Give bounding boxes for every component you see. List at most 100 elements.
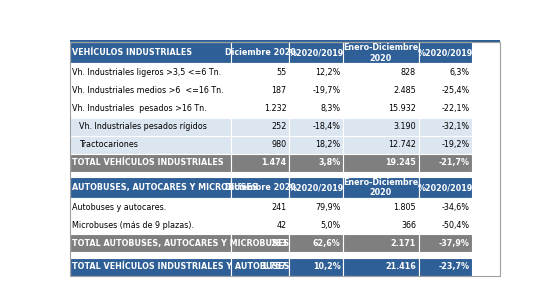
Text: -25,4%: -25,4% [441,86,470,95]
Bar [289,136,343,154]
Text: AUTOBUSES, AUTOCARES Y MICROBUSES: AUTOBUSES, AUTOCARES Y MICROBUSES [72,183,258,192]
Text: -19,2%: -19,2% [441,140,470,149]
Bar [70,258,231,276]
Bar [343,100,419,118]
Text: 8,3%: 8,3% [320,104,340,113]
Text: 12.742: 12.742 [388,140,416,149]
Bar [70,42,231,63]
Text: Microbuses (más de 9 plazas).: Microbuses (más de 9 plazas). [72,221,194,230]
Text: Vh. Industriales pesados rígidos: Vh. Industriales pesados rígidos [79,122,207,131]
Text: 1.232: 1.232 [264,104,287,113]
Bar [70,82,231,100]
Bar [231,258,289,276]
Text: 980: 980 [271,140,287,149]
Bar [419,82,473,100]
Text: 62,6%: 62,6% [313,239,340,248]
Text: 1.757: 1.757 [261,262,287,271]
Text: 2.171: 2.171 [391,239,416,248]
Bar [289,100,343,118]
Text: Vh. Industriales  pesados >16 Tn.: Vh. Industriales pesados >16 Tn. [72,104,207,113]
Text: 241: 241 [271,203,287,212]
Bar [343,118,419,136]
Bar [70,234,231,252]
Bar [419,177,473,198]
Text: 283: 283 [270,239,287,248]
Bar [231,177,289,198]
Text: -19,7%: -19,7% [312,86,340,95]
Text: Vh. Industriales ligeros >3,5 <=6 Tn.: Vh. Industriales ligeros >3,5 <=6 Tn. [72,68,221,77]
Bar [419,154,473,172]
Text: 15.932: 15.932 [388,104,416,113]
Text: Diciembre 2020: Diciembre 2020 [225,48,296,57]
Bar [419,136,473,154]
Bar [343,136,419,154]
Bar [70,63,231,82]
Text: 55: 55 [276,68,287,77]
Bar [419,216,473,234]
Text: 18,2%: 18,2% [315,140,340,149]
Bar [231,234,289,252]
Text: 6,3%: 6,3% [450,68,470,77]
Bar [289,118,343,136]
Text: 21.416: 21.416 [385,262,416,271]
Bar [419,42,473,63]
Bar [419,234,473,252]
Text: 1.805: 1.805 [393,203,416,212]
Text: 3,8%: 3,8% [318,158,340,167]
Bar [343,42,419,63]
Bar [419,258,473,276]
Bar [343,63,419,82]
Text: 5,0%: 5,0% [320,221,340,230]
Text: Autobuses y autocares.: Autobuses y autocares. [72,203,166,212]
Bar [70,136,231,154]
Bar [231,216,289,234]
Bar [289,82,343,100]
Text: TOTAL VEHÍCULOS INDUSTRIALES: TOTAL VEHÍCULOS INDUSTRIALES [72,158,224,167]
Bar [343,216,419,234]
Bar [289,63,343,82]
Bar [343,258,419,276]
Bar [289,234,343,252]
Bar [419,100,473,118]
Text: -21,7%: -21,7% [439,158,470,167]
Text: %2020/2019: %2020/2019 [418,183,473,192]
Text: 187: 187 [271,86,287,95]
Bar [343,198,419,216]
Text: %2020/2019: %2020/2019 [289,48,344,57]
Text: 252: 252 [271,122,287,131]
Bar [419,118,473,136]
Text: Tractocariones: Tractocariones [79,140,138,149]
Bar [289,198,343,216]
Bar [419,198,473,216]
Bar [231,198,289,216]
Bar [231,100,289,118]
Bar [289,154,343,172]
Text: TOTAL AUTOBUSES, AUTOCARES Y MICROBUSES: TOTAL AUTOBUSES, AUTOCARES Y MICROBUSES [72,239,289,248]
Text: -22,1%: -22,1% [441,104,470,113]
Text: 366: 366 [401,221,416,230]
Text: VEHÍCULOS INDUSTRIALES: VEHÍCULOS INDUSTRIALES [72,48,192,57]
Text: %2020/2019: %2020/2019 [418,48,473,57]
Bar [70,177,231,198]
Text: 12,2%: 12,2% [315,68,340,77]
Text: -32,1%: -32,1% [441,122,470,131]
Bar [343,82,419,100]
Text: 3.190: 3.190 [393,122,416,131]
Bar [70,154,231,172]
Bar [70,40,500,42]
Bar [231,63,289,82]
Text: %2020/2019: %2020/2019 [289,183,344,192]
Bar [231,118,289,136]
Text: 19.245: 19.245 [385,158,416,167]
Text: TOTAL VEHÍCULOS INDUSTRIALES Y AUTOBUSES: TOTAL VEHÍCULOS INDUSTRIALES Y AUTOBUSES [72,262,290,271]
Text: 2.485: 2.485 [393,86,416,95]
Bar [231,136,289,154]
Text: -18,4%: -18,4% [312,122,340,131]
Bar [289,258,343,276]
Bar [419,63,473,82]
Text: -37,9%: -37,9% [439,239,470,248]
Text: 828: 828 [401,68,416,77]
Bar [343,234,419,252]
Bar [231,154,289,172]
Text: Enero-Diciembre
2020: Enero-Diciembre 2020 [343,178,419,197]
